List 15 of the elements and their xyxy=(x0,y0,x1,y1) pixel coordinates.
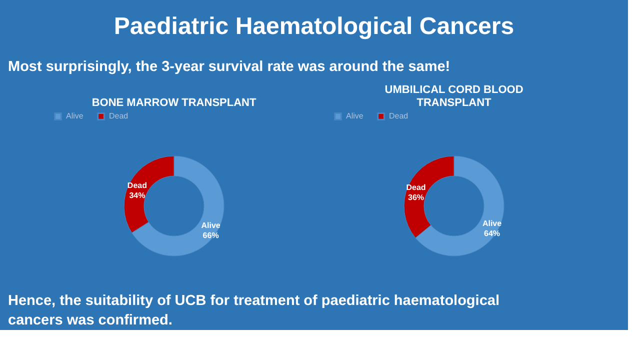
text: Most surprisingly, the 3-year survival rate was around the same! xyxy=(8,59,450,75)
legend-label: Alive xyxy=(66,111,84,120)
text: Hence, the suitability of UCB for treatment of paediatric haematological cancers was confirmed. xyxy=(8,293,500,329)
text: Paediatric Haematological Cancers xyxy=(114,13,514,40)
data-label: 66% xyxy=(202,231,219,240)
data-label: 64% xyxy=(484,228,500,238)
data-label: 34% xyxy=(129,190,146,200)
data-label: 36% xyxy=(408,193,424,202)
chart-title: UMBILICAL CORD BLOOD TRANSPLANT xyxy=(384,84,524,109)
slice-label: Alive xyxy=(482,218,502,228)
chart-title: BONE MARROW TRANSPLANT xyxy=(92,97,256,109)
slice-label: Alive xyxy=(201,221,221,230)
legend-label: Dead xyxy=(389,111,408,120)
legend-label: Alive xyxy=(346,111,364,120)
legend-label: Dead xyxy=(109,111,128,120)
